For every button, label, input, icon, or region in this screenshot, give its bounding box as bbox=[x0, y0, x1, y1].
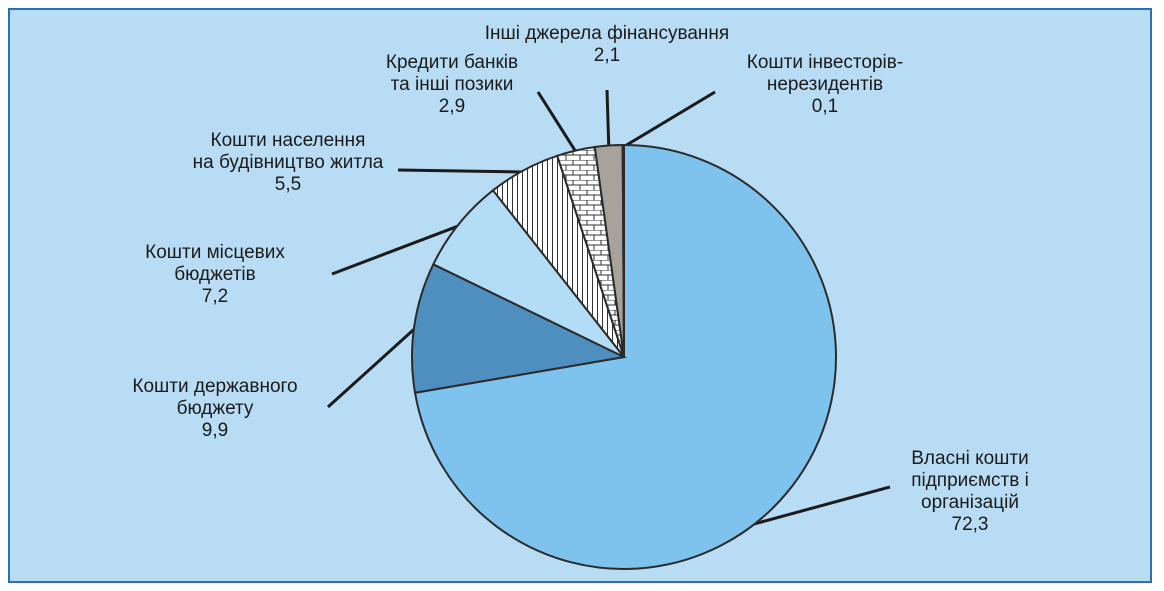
slice-label-line: на будівництво житла bbox=[193, 152, 384, 173]
leader-line-4 bbox=[397, 168, 525, 174]
leader-line-3 bbox=[331, 223, 462, 276]
slice-label-6: Інші джерела фінансування 2,1 bbox=[485, 23, 729, 66]
slice-label-line: підприємств і bbox=[911, 470, 1029, 491]
chart-frame: Власні кошти підприємств і організацій 72,3… bbox=[8, 8, 1152, 583]
slice-label-2: Кошти державного бюджету 9,9 bbox=[132, 376, 297, 441]
slice-value-1: 72,3 bbox=[952, 514, 989, 535]
pie-chart: Власні кошти підприємств і організацій 72,3… bbox=[132, 23, 1029, 570]
slice-label-line: бюджету bbox=[177, 398, 254, 419]
slice-value-3: 7,2 bbox=[202, 286, 228, 307]
slice-label-line: Кошти місцевих bbox=[145, 242, 285, 263]
slice-label-line: Кошти інвесторів- bbox=[747, 52, 903, 73]
slice-label-7: Кошти інвесторів-нерезидентів 0,1 bbox=[747, 52, 903, 117]
slice-label-3: Кошти місцевих бюджетів 7,2 bbox=[145, 242, 285, 307]
slice-labels: Власні кошти підприємств і організацій 72,3… bbox=[132, 23, 1028, 535]
slice-label-4: Кошти населення на будівництво житла 5,5 bbox=[193, 130, 384, 195]
slice-label-5: Кредити банків та інші позики 2,9 bbox=[386, 52, 518, 117]
slice-value-5: 2,9 bbox=[439, 96, 465, 117]
slice-label-1: Власні кошти підприємств і організацій 72,3 bbox=[911, 448, 1029, 535]
slice-value-2: 9,9 bbox=[202, 420, 228, 441]
leader-line-6 bbox=[605, 89, 611, 148]
slice-label-line: організацій bbox=[921, 492, 1019, 513]
leader-line-1 bbox=[749, 485, 891, 527]
pie-slice-7 bbox=[621, 143, 625, 358]
leader-line-2 bbox=[326, 326, 418, 409]
slice-value-4: 5,5 bbox=[275, 174, 301, 195]
pie-slice-2 bbox=[410, 262, 628, 394]
slice-value-6: 2,1 bbox=[594, 45, 620, 66]
pie-slices bbox=[410, 143, 837, 570]
slice-label-line: Кошти населення bbox=[211, 130, 366, 151]
slice-label-line: та інші позики bbox=[391, 74, 514, 95]
leader-line-7 bbox=[622, 90, 716, 149]
slice-label-line: Кошти державного bbox=[132, 376, 297, 397]
leader-line-5 bbox=[536, 91, 578, 154]
leader-lines bbox=[326, 89, 891, 527]
slice-label-line: бюджетів bbox=[174, 264, 255, 285]
slice-label-line: Кредити банків bbox=[386, 52, 518, 73]
slice-label-line: нерезидентів bbox=[767, 74, 883, 95]
slice-label-line: Інші джерела фінансування bbox=[485, 23, 729, 44]
slice-label-line: Власні кошти bbox=[911, 448, 1028, 469]
slice-value-7: 0,1 bbox=[812, 96, 838, 117]
